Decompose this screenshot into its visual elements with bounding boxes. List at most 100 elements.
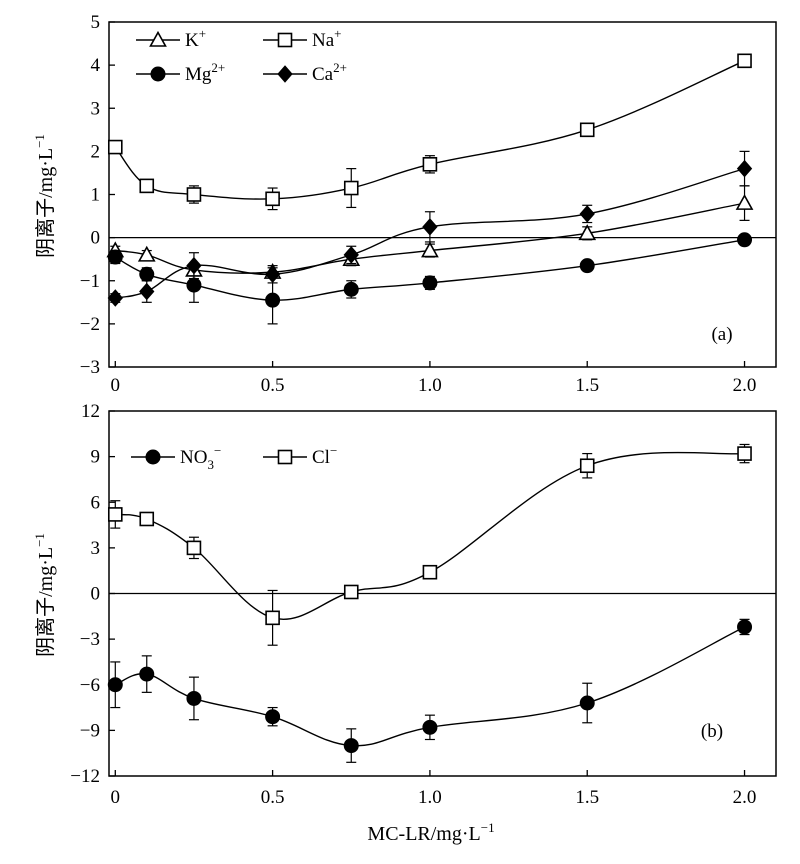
- legend-label-sup: −: [214, 443, 221, 458]
- legend-label: NO3−: [180, 443, 221, 472]
- y-tick-label: 4: [91, 55, 101, 76]
- legend-label-base: Ca: [312, 64, 334, 85]
- legend-label: Cl−: [312, 443, 337, 468]
- legend-label-sup: −: [330, 443, 337, 458]
- data-point: [265, 709, 281, 725]
- legend-label: Ca2+: [312, 60, 347, 85]
- y-tick-label: 2: [91, 141, 101, 162]
- data-point: [737, 232, 753, 248]
- data-point: [422, 719, 438, 735]
- data-point: [579, 695, 595, 711]
- x-tick-label: 2.0: [733, 787, 757, 808]
- y-tick-label: 5: [91, 12, 101, 33]
- diamond-filled-marker-icon: [277, 65, 293, 83]
- data-point: [421, 241, 439, 258]
- series-open-square: [107, 443, 752, 646]
- data-point: [343, 246, 359, 264]
- x-tick-label: 0: [111, 787, 121, 808]
- legend-label: K+: [185, 26, 206, 51]
- x-tick-label: 0.5: [261, 375, 285, 396]
- x-tick-label: 2.0: [733, 375, 757, 396]
- data-point: [265, 191, 280, 207]
- series-filled-diamond: [107, 150, 753, 307]
- y-tick-label: 0: [91, 584, 101, 605]
- legend-item: NO3−: [131, 443, 221, 472]
- data-point: [579, 458, 595, 474]
- data-point: [186, 277, 202, 293]
- y-tick-label: 6: [91, 492, 101, 513]
- series-filled-circle: [107, 618, 753, 763]
- panel-label: (b): [701, 721, 723, 742]
- series-line: [115, 451, 745, 620]
- y-tick-label: −3: [80, 629, 100, 650]
- data-point: [422, 564, 438, 580]
- x-tick-label: 1.5: [575, 787, 599, 808]
- x-tick-label: 1.0: [418, 375, 442, 396]
- data-point: [107, 139, 123, 155]
- legend-label-sup: 2+: [211, 60, 225, 75]
- legend-item: Ca2+: [263, 60, 347, 85]
- y-tick-label: 0: [91, 228, 101, 249]
- legend-label-base: Na: [312, 30, 335, 51]
- data-point: [343, 281, 359, 297]
- data-point: [139, 178, 155, 194]
- data-point: [139, 666, 155, 682]
- data-point: [265, 610, 280, 626]
- legend-label-sub: 3: [207, 457, 214, 472]
- data-point: [579, 205, 595, 223]
- legend-label-sup: +: [199, 26, 206, 41]
- data-point: [186, 187, 202, 202]
- y-tick-label: 12: [81, 401, 100, 422]
- y-tick-label: −6: [80, 675, 100, 696]
- data-point: [578, 224, 597, 241]
- y-tick-label: −2: [80, 314, 100, 335]
- data-point: [579, 258, 595, 274]
- legend-label-sup: +: [334, 26, 341, 41]
- square-open-marker-icon: [277, 32, 293, 48]
- y-tick-label: 1: [91, 185, 101, 206]
- circle-filled-marker-icon: [145, 449, 161, 465]
- data-point: [343, 180, 359, 196]
- legend-label: Na+: [312, 26, 342, 51]
- data-point: [137, 245, 156, 262]
- panel-label: (a): [711, 324, 732, 345]
- data-point: [737, 619, 753, 635]
- data-point: [107, 507, 123, 522]
- y-tick-label: −12: [70, 766, 100, 787]
- square-open-marker-icon: [277, 449, 293, 465]
- y-tick-label: −3: [80, 357, 100, 378]
- legend-label-base: K: [185, 30, 199, 51]
- y-tick-label: −9: [80, 720, 100, 741]
- y-tick-label: 9: [91, 447, 101, 468]
- data-point: [139, 266, 155, 282]
- legend-label-base: NO: [180, 447, 207, 468]
- data-point: [107, 249, 123, 265]
- legend-item: Mg2+: [136, 60, 225, 85]
- data-point: [139, 511, 155, 527]
- data-point: [186, 256, 202, 275]
- y-tick-label: −1: [80, 271, 100, 292]
- data-point: [186, 690, 202, 706]
- legend-item: Na+: [263, 26, 342, 51]
- legend-label-base: Mg: [185, 64, 212, 85]
- series-open-square: [107, 53, 752, 211]
- y-axis-title: 阴离子/mg·L−1: [32, 134, 57, 258]
- data-point: [735, 193, 754, 210]
- y-tick-label: 3: [91, 538, 101, 559]
- x-tick-label: 0: [111, 375, 121, 396]
- legend-label-sup: 2+: [333, 60, 347, 75]
- data-point: [343, 584, 359, 600]
- data-point: [736, 159, 753, 178]
- data-point: [422, 157, 438, 172]
- x-axis-title: MC-LR/mg·L−1: [367, 820, 494, 845]
- circle-filled-marker-icon: [150, 66, 166, 82]
- legend-item: K+: [136, 26, 206, 51]
- legend-item: Cl−: [263, 443, 337, 468]
- x-tick-label: 1.0: [418, 787, 442, 808]
- triangle-open-marker-icon: [149, 30, 167, 47]
- data-point: [264, 265, 281, 284]
- data-point: [107, 677, 123, 693]
